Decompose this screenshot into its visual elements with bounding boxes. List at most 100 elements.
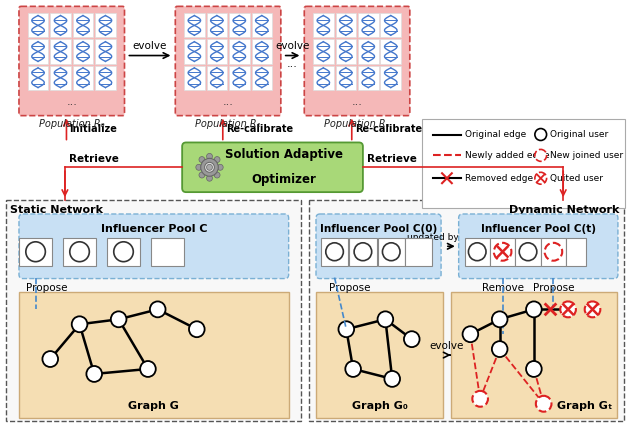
Circle shape — [72, 316, 88, 332]
Text: New joined user: New joined user — [550, 151, 623, 160]
Circle shape — [378, 312, 393, 327]
Text: updated by agents: updated by agents — [406, 233, 492, 242]
Bar — [465, 238, 490, 266]
Bar — [313, 13, 333, 37]
Circle shape — [26, 242, 45, 262]
Text: Population R₀: Population R₀ — [39, 119, 104, 129]
Bar — [19, 238, 52, 266]
Circle shape — [42, 351, 58, 367]
Bar — [309, 200, 624, 421]
Bar — [316, 292, 443, 418]
Bar — [358, 13, 378, 37]
FancyBboxPatch shape — [304, 6, 410, 116]
Circle shape — [218, 164, 223, 170]
Circle shape — [385, 371, 400, 387]
Text: Quited user: Quited user — [550, 174, 602, 183]
FancyBboxPatch shape — [316, 214, 441, 278]
Circle shape — [536, 396, 552, 412]
Text: Influencer Pool C(t): Influencer Pool C(t) — [481, 224, 596, 234]
Bar — [51, 65, 71, 90]
Circle shape — [519, 243, 537, 261]
Circle shape — [189, 321, 205, 337]
Bar — [451, 292, 617, 418]
Bar — [252, 13, 272, 37]
Text: ...: ... — [351, 97, 362, 107]
Text: evolve: evolve — [275, 40, 310, 51]
Bar — [95, 13, 116, 37]
Text: Optimizer: Optimizer — [252, 173, 317, 186]
Circle shape — [199, 172, 205, 178]
Circle shape — [472, 391, 488, 407]
FancyBboxPatch shape — [459, 214, 618, 278]
Bar — [490, 238, 515, 266]
Bar — [207, 13, 227, 37]
Bar — [73, 65, 93, 90]
Bar — [335, 40, 356, 64]
Circle shape — [560, 301, 576, 317]
Circle shape — [494, 243, 511, 261]
Bar — [321, 238, 348, 266]
Bar — [358, 65, 378, 90]
Circle shape — [526, 361, 541, 377]
Text: Influencer Pool C: Influencer Pool C — [100, 224, 207, 234]
Circle shape — [207, 153, 212, 159]
Circle shape — [111, 312, 127, 327]
Bar — [381, 65, 401, 90]
Circle shape — [196, 164, 202, 170]
Circle shape — [535, 172, 547, 184]
Bar — [313, 65, 333, 90]
Text: Static Network: Static Network — [10, 205, 103, 215]
Circle shape — [140, 361, 156, 377]
Text: Influencer Pool C(0): Influencer Pool C(0) — [320, 224, 437, 234]
Circle shape — [383, 243, 400, 261]
Bar — [381, 13, 401, 37]
Text: ...: ... — [67, 97, 77, 107]
Bar — [63, 238, 96, 266]
Circle shape — [545, 243, 562, 261]
Text: ...: ... — [287, 59, 298, 68]
Circle shape — [205, 162, 214, 172]
Circle shape — [201, 159, 218, 176]
Text: Propose: Propose — [330, 283, 371, 292]
Text: ...: ... — [162, 247, 173, 257]
Circle shape — [150, 301, 166, 317]
Bar — [349, 238, 376, 266]
Text: Remove: Remove — [482, 283, 524, 292]
Bar — [335, 13, 356, 37]
Text: Original user: Original user — [550, 130, 608, 139]
Text: Initialize: Initialize — [69, 124, 117, 134]
Bar — [381, 40, 401, 64]
FancyBboxPatch shape — [19, 6, 125, 116]
Bar — [184, 40, 205, 64]
Bar — [566, 238, 586, 266]
Bar — [184, 13, 205, 37]
Bar — [405, 238, 432, 266]
Circle shape — [114, 242, 133, 262]
Bar — [28, 40, 48, 64]
Bar — [229, 13, 250, 37]
Text: Population R₁: Population R₁ — [195, 119, 261, 129]
Bar — [95, 40, 116, 64]
Circle shape — [492, 341, 508, 357]
FancyBboxPatch shape — [175, 6, 281, 116]
Bar — [229, 40, 250, 64]
Text: Graph G: Graph G — [129, 401, 179, 411]
Bar — [378, 238, 405, 266]
Text: ...: ... — [223, 97, 234, 107]
Bar — [335, 65, 356, 90]
Text: Newly added edge: Newly added edge — [465, 151, 549, 160]
Bar — [422, 119, 625, 208]
Circle shape — [214, 156, 220, 162]
Text: ...: ... — [413, 247, 424, 257]
Bar — [313, 40, 333, 64]
Text: evolve: evolve — [132, 40, 167, 51]
Text: Graph G₀: Graph G₀ — [351, 401, 408, 411]
Text: Retrieve: Retrieve — [367, 154, 417, 164]
Circle shape — [468, 243, 486, 261]
Text: Population Rₙ: Population Rₙ — [324, 119, 390, 129]
Bar — [151, 238, 184, 266]
Bar — [207, 65, 227, 90]
Bar — [51, 13, 71, 37]
Bar — [51, 40, 71, 64]
Circle shape — [214, 172, 220, 178]
